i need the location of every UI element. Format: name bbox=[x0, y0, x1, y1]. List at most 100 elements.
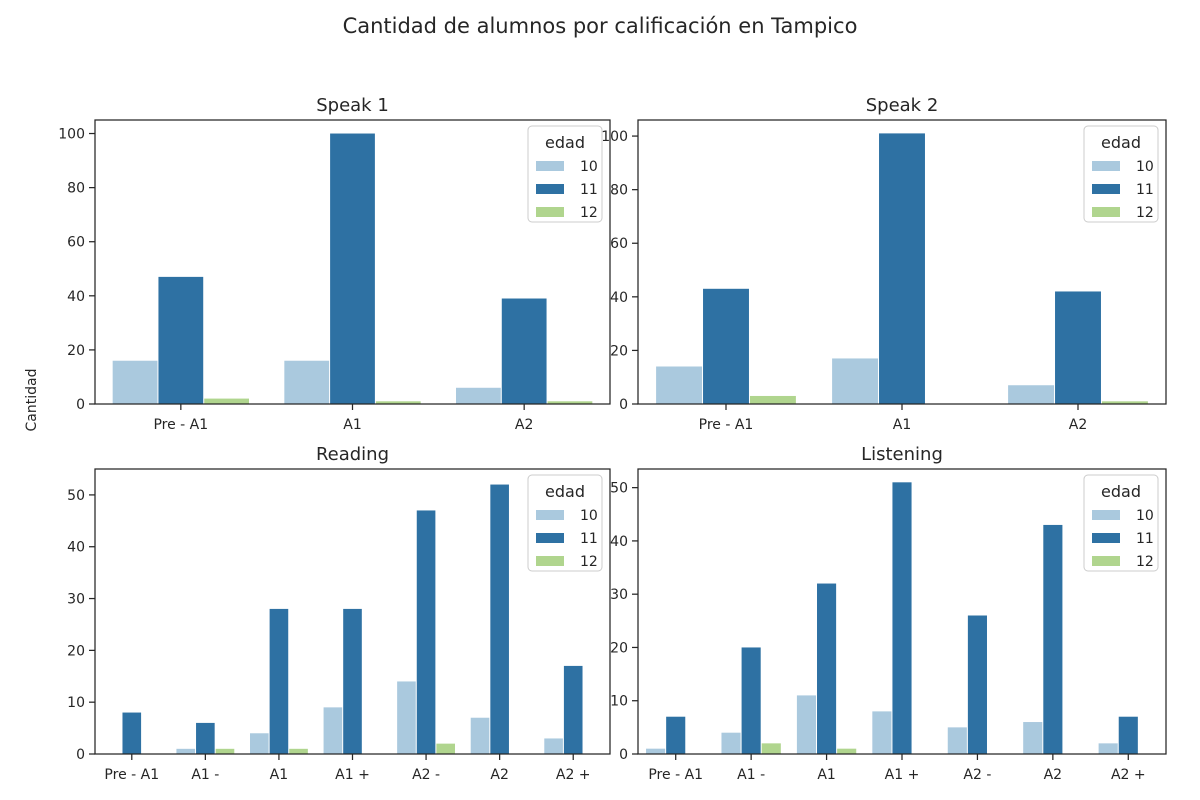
bar-11-2 bbox=[269, 608, 289, 754]
bar-10-1 bbox=[832, 358, 879, 404]
bar-10-4 bbox=[947, 727, 967, 754]
bar-10-0 bbox=[656, 366, 703, 404]
legend-entry-11: 11 bbox=[580, 531, 598, 547]
y-axis-label: Cantidad bbox=[24, 369, 40, 432]
y-tick-label: 60 bbox=[67, 235, 85, 251]
legend: edad 10 11 12 bbox=[1083, 474, 1159, 572]
bar-12-2 bbox=[547, 401, 593, 404]
x-tick-label: Pre - A1 bbox=[153, 417, 208, 433]
x-tick-label: A2 bbox=[1069, 417, 1087, 433]
subplot-3: Listening 0 10 20 30 40 50 Pre - A1 A1 - A1 A1 + A2… bbox=[610, 444, 1167, 783]
y-tick-label: 40 bbox=[610, 290, 628, 306]
legend-swatch-11 bbox=[1092, 184, 1120, 194]
bar-10-3 bbox=[872, 711, 892, 754]
bar-11-1 bbox=[741, 647, 761, 754]
bar-11-0 bbox=[666, 716, 686, 754]
y-tick-label: 0 bbox=[76, 747, 85, 763]
legend-box bbox=[1083, 125, 1159, 223]
legend-swatch-11 bbox=[536, 184, 564, 194]
x-tick-label: A2 bbox=[1044, 767, 1062, 783]
x-tick-label: A1 bbox=[270, 767, 288, 783]
figure-title: Cantidad de alumnos por calificación en … bbox=[343, 14, 858, 38]
legend: edad 10 11 12 bbox=[527, 125, 603, 223]
bar-10-2 bbox=[250, 733, 269, 754]
bar-10-5 bbox=[1023, 722, 1043, 754]
legend-swatch-11 bbox=[536, 533, 564, 543]
legend-swatch-11 bbox=[1092, 533, 1120, 543]
bar-10-2 bbox=[1008, 385, 1055, 404]
legend: edad 10 11 12 bbox=[1083, 125, 1159, 223]
legend-swatch-12 bbox=[536, 207, 564, 217]
legend-box bbox=[1083, 474, 1159, 572]
x-tick-label: A1 + bbox=[335, 767, 370, 783]
bar-11-4 bbox=[967, 615, 987, 754]
bar-12-1 bbox=[215, 748, 235, 754]
legend-swatch-12 bbox=[536, 556, 564, 566]
bar-11-1 bbox=[196, 722, 215, 754]
bar-11-5 bbox=[1043, 524, 1063, 754]
bar-12-0 bbox=[749, 395, 796, 404]
bar-12-0 bbox=[204, 398, 249, 404]
y-tick-label: 60 bbox=[610, 236, 628, 252]
x-tick-label: A2 + bbox=[1111, 767, 1146, 783]
x-tick-label: A2 + bbox=[556, 767, 591, 783]
bar-11-3 bbox=[892, 482, 912, 754]
legend-swatch-10 bbox=[536, 161, 564, 171]
bar-10-4 bbox=[397, 681, 416, 754]
y-tick-label: 40 bbox=[610, 534, 628, 550]
bar-11-1 bbox=[330, 133, 375, 404]
y-tick-label: 100 bbox=[58, 127, 85, 143]
bar-12-4 bbox=[436, 743, 455, 754]
bar-11-2 bbox=[501, 298, 547, 404]
legend-entry-11: 11 bbox=[580, 182, 598, 198]
bar-10-5 bbox=[470, 717, 490, 754]
legend-swatch-10 bbox=[536, 510, 564, 520]
bar-11-4 bbox=[416, 510, 436, 754]
legend: edad 10 11 12 bbox=[527, 474, 603, 572]
legend-entry-12: 12 bbox=[1136, 554, 1154, 570]
subplot-title: Speak 1 bbox=[316, 95, 389, 116]
x-tick-label: A1 bbox=[343, 417, 361, 433]
legend-title: edad bbox=[1101, 133, 1141, 152]
subplot-0: Speak 1 0 20 40 60 80 100 Pre - A1 A1 A2 edad 10 11 1… bbox=[58, 95, 611, 433]
bar-11-1 bbox=[879, 133, 925, 404]
subplot-title: Listening bbox=[861, 444, 943, 465]
bar-10-3 bbox=[323, 707, 343, 754]
subplot-title: Speak 2 bbox=[866, 95, 939, 116]
x-tick-label: A2 - bbox=[412, 767, 440, 783]
y-tick-label: 40 bbox=[67, 540, 85, 556]
y-tick-label: 10 bbox=[610, 694, 628, 710]
y-tick-label: 20 bbox=[610, 640, 628, 656]
legend-entry-10: 10 bbox=[580, 508, 598, 524]
bar-11-0 bbox=[158, 276, 204, 404]
bar-11-2 bbox=[817, 583, 837, 754]
bar-11-6 bbox=[563, 665, 583, 754]
y-tick-label: 20 bbox=[67, 343, 85, 359]
x-tick-label: A1 - bbox=[737, 767, 765, 783]
legend-entry-12: 12 bbox=[1136, 205, 1154, 221]
bar-10-0 bbox=[646, 748, 666, 754]
bar-10-1 bbox=[284, 360, 330, 404]
bar-11-3 bbox=[343, 608, 362, 754]
x-tick-label: Pre - A1 bbox=[648, 767, 703, 783]
y-tick-label: 50 bbox=[610, 481, 628, 497]
y-tick-label: 0 bbox=[619, 397, 628, 413]
x-tick-label: A1 bbox=[817, 767, 835, 783]
bar-10-6 bbox=[544, 738, 563, 754]
bar-10-1 bbox=[176, 748, 196, 754]
legend-box bbox=[527, 474, 603, 572]
x-tick-label: A2 bbox=[490, 767, 508, 783]
legend-swatch-12 bbox=[1092, 207, 1120, 217]
y-tick-label: 80 bbox=[610, 183, 628, 199]
x-tick-label: A1 + bbox=[885, 767, 920, 783]
legend-swatch-12 bbox=[1092, 556, 1120, 566]
y-tick-label: 20 bbox=[67, 643, 85, 659]
legend-swatch-10 bbox=[1092, 161, 1120, 171]
bar-12-2 bbox=[1101, 401, 1148, 404]
x-tick-label: A2 - bbox=[963, 767, 991, 783]
legend-title: edad bbox=[545, 482, 585, 501]
y-tick-label: 40 bbox=[67, 289, 85, 305]
bar-11-5 bbox=[490, 484, 509, 754]
y-tick-label: 30 bbox=[67, 592, 85, 608]
